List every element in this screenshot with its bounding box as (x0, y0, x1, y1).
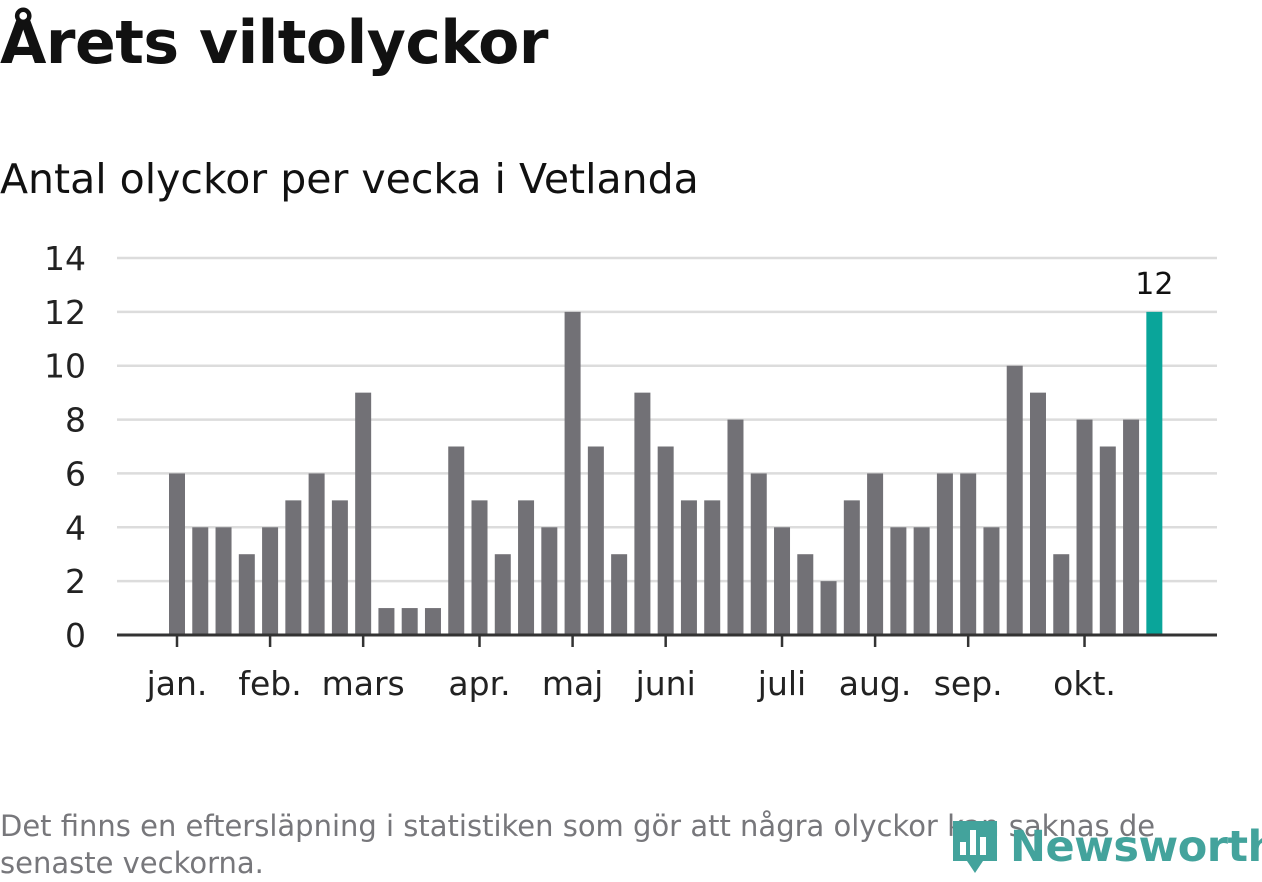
month-label: aug. (839, 664, 912, 703)
newsworthy-logo: Newsworthy (950, 818, 1262, 876)
bar (913, 527, 930, 635)
bar (169, 473, 185, 635)
bar (1076, 419, 1093, 635)
brand-name: Newsworthy (1010, 822, 1262, 872)
bar (238, 554, 255, 635)
bar (867, 473, 884, 635)
month-label: juli (757, 664, 806, 703)
bar (1123, 419, 1140, 635)
chart-title: Årets viltolyckor (0, 8, 549, 78)
bar (750, 473, 767, 635)
chart-subtitle: Antal olyckor per vecka i Vetlanda (0, 155, 699, 203)
annotations: 12 (1135, 267, 1173, 302)
bar (983, 527, 1000, 635)
bar (820, 581, 837, 635)
bar (331, 500, 348, 635)
month-label: apr. (448, 664, 510, 703)
bar (704, 500, 721, 635)
y-axis-labels: 0 2 4 6 8 10 12 14 (44, 239, 86, 655)
bar (308, 473, 325, 635)
month-label: mars (322, 664, 405, 703)
y-tick-label: 10 (44, 347, 86, 386)
bar (657, 446, 674, 635)
bar (680, 500, 697, 635)
bar (448, 446, 465, 635)
bar (634, 392, 651, 635)
bar (843, 500, 860, 635)
y-tick-label: 2 (65, 562, 86, 601)
bar (215, 527, 232, 635)
y-tick-label: 0 (65, 616, 86, 655)
bar (471, 500, 488, 635)
bar (936, 473, 953, 635)
bar (1029, 392, 1046, 635)
bar (192, 527, 209, 635)
bar (1006, 365, 1023, 635)
bar-chart-icon (953, 821, 997, 873)
bar-chart: 0 2 4 6 8 10 12 14 jan. feb. mars apr. maj juni juli a… (44, 239, 1217, 703)
bar (401, 608, 418, 635)
x-axis (117, 633, 1217, 647)
bar (378, 608, 395, 635)
bar (1053, 554, 1070, 635)
month-label: maj (542, 664, 604, 703)
month-label: feb. (238, 664, 301, 703)
month-label: jan. (146, 664, 208, 703)
bar (424, 608, 441, 635)
y-tick-label: 6 (65, 454, 86, 493)
bar (541, 527, 558, 635)
bar (1099, 446, 1116, 635)
month-label: juni (635, 664, 696, 703)
y-tick-label: 14 (44, 239, 86, 278)
bar (587, 446, 604, 635)
x-axis-labels: jan. feb. mars apr. maj juni juli aug. sep. okt. (146, 664, 1116, 703)
bar (564, 311, 581, 635)
bar (285, 500, 302, 635)
bar (890, 527, 907, 635)
bar-highlighted (1146, 311, 1163, 635)
data-label-highlight: 12 (1135, 267, 1173, 302)
bar (494, 554, 511, 635)
y-tick-label: 4 (65, 508, 86, 547)
bar (960, 473, 977, 635)
y-tick-label: 12 (44, 293, 86, 332)
y-tick-label: 8 (65, 401, 86, 440)
month-label: sep. (934, 664, 1003, 703)
bar (262, 527, 279, 635)
bar (355, 392, 372, 635)
bar (611, 554, 628, 635)
bar (727, 419, 744, 635)
bar (518, 500, 535, 635)
bar (797, 554, 814, 635)
bars (169, 311, 1163, 635)
bar (774, 527, 791, 635)
month-label: okt. (1053, 664, 1116, 703)
